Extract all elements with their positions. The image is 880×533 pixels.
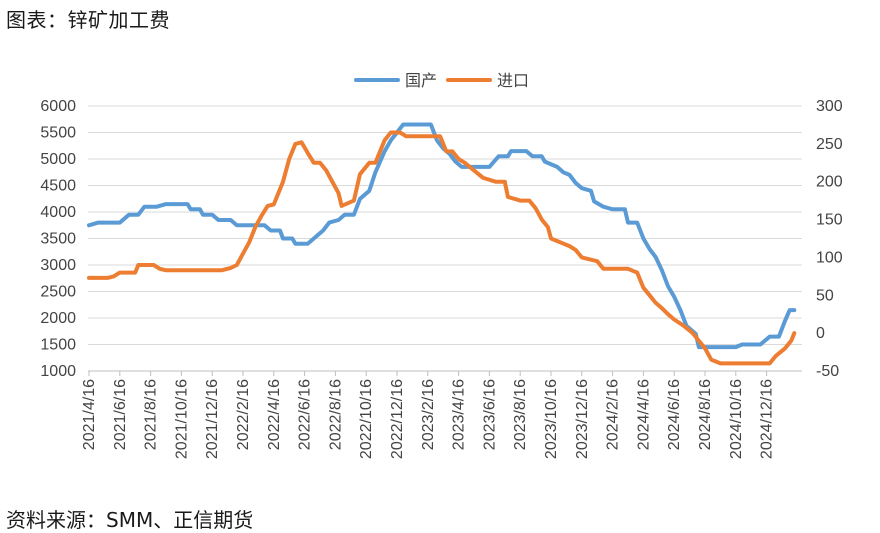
series-line-2: [87, 130, 797, 366]
y-left-tick-label: 5500: [40, 125, 76, 142]
x-tick-label: 2022/4/16: [266, 379, 283, 450]
x-tick-label: 2024/4/16: [635, 379, 652, 450]
x-tick-label: 2021/12/16: [204, 379, 221, 459]
y-left-tick-label: 5000: [40, 151, 76, 168]
y-right-tick-label: 300: [816, 98, 843, 115]
y-left-tick-label: 3500: [40, 231, 76, 248]
legend-label-2: 进口: [497, 71, 529, 90]
series-line-1: [87, 122, 797, 350]
y-right-tick-label: -50: [816, 363, 839, 380]
x-tick-label: 2021/10/16: [173, 379, 190, 459]
y-left-tick-label: 2000: [40, 310, 76, 327]
x-tick-label: 2024/10/16: [728, 379, 745, 459]
y-left-tick-label: 1000: [40, 363, 76, 380]
x-tick-label: 2023/12/16: [574, 379, 591, 459]
x-tick-label: 2023/4/16: [451, 379, 468, 450]
x-tick-label: 2024/8/16: [697, 379, 714, 450]
y-axis-right: -50 0 50 100 150 200 250 300: [816, 98, 843, 380]
series-lines: [87, 122, 797, 366]
x-tick-label: 2021/8/16: [143, 379, 160, 450]
x-tick-label: 2022/10/16: [358, 379, 375, 459]
x-tick-label: 2021/6/16: [112, 379, 129, 450]
y-left-tick-label: 3000: [40, 257, 76, 274]
x-axis: 2021/4/16 2021/6/16 2021/8/16 2021/10/16 202…: [81, 371, 776, 459]
y-right-tick-label: 200: [816, 174, 843, 191]
x-tick-label: 2023/8/16: [512, 379, 529, 450]
x-tick-label: 2023/10/16: [543, 379, 560, 459]
y-right-tick-label: 150: [816, 212, 843, 229]
gridlines: [88, 105, 802, 372]
chart-title: 图表：锌矿加工费: [6, 8, 170, 32]
y-left-tick-label: 2500: [40, 284, 76, 301]
x-tick-label: 2022/2/16: [235, 379, 252, 450]
x-tick-label: 2023/2/16: [420, 379, 437, 450]
y-left-tick-label: 4500: [40, 178, 76, 195]
y-axis-left: 1000 1500 2000 2500 3000 3500 4000 4500 5000 5500…: [40, 98, 76, 380]
x-tick-label: 2024/2/16: [605, 379, 622, 450]
x-tick-label: 2024/12/16: [759, 379, 776, 459]
legend-label-1: 国产: [405, 71, 437, 90]
y-left-tick-label: 4000: [40, 204, 76, 221]
y-right-tick-label: 50: [816, 287, 834, 304]
x-tick-label: 2024/6/16: [666, 379, 683, 450]
x-tick-label: 2023/6/16: [481, 379, 498, 450]
x-tick-label: 2022/12/16: [389, 379, 406, 459]
y-left-tick-label: 1500: [40, 337, 76, 354]
y-left-tick-label: 6000: [40, 98, 76, 115]
x-tick-label: 2022/6/16: [297, 379, 314, 450]
x-tick-label: 2022/8/16: [327, 379, 344, 450]
y-right-tick-label: 0: [816, 325, 825, 342]
x-tick-label: 2021/4/16: [81, 379, 98, 450]
y-right-tick-label: 100: [816, 249, 843, 266]
legend: 国产 进口: [354, 71, 529, 90]
source-note: 资料来源：SMM、正信期货: [6, 508, 254, 532]
y-right-tick-label: 250: [816, 136, 843, 153]
